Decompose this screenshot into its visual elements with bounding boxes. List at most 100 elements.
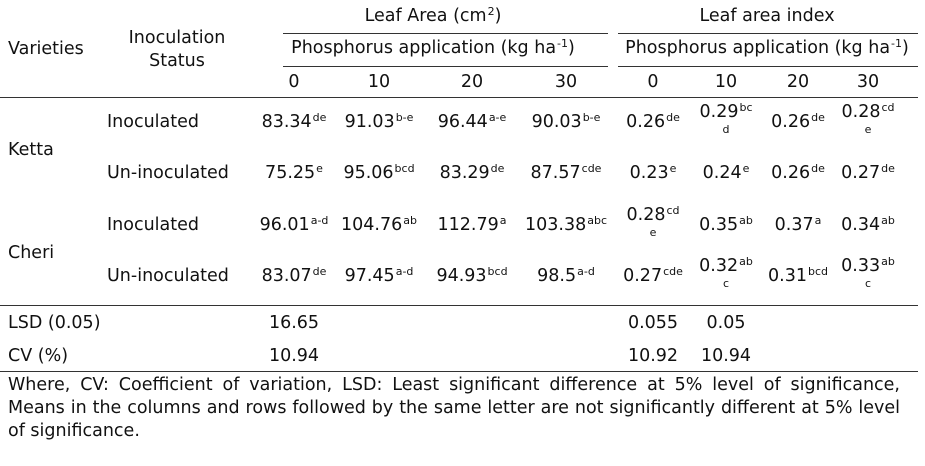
lai-cell: 0.27de bbox=[841, 162, 895, 183]
cell-significance-letters: bc bbox=[739, 101, 753, 114]
cell-value: 0.23 bbox=[629, 163, 669, 183]
rule-top-lai bbox=[618, 33, 918, 34]
leaf-area-cell: 83.34de bbox=[261, 112, 327, 132]
cell-value: 0.27 bbox=[623, 266, 663, 286]
cell-value: 0.31 bbox=[768, 266, 807, 286]
cell-value: 0.29 bbox=[699, 102, 739, 122]
lai-cell: 0.37a bbox=[774, 215, 822, 235]
rate-header-la-10: 10 bbox=[367, 72, 391, 92]
cell-value: 96.44 bbox=[437, 112, 488, 132]
cell-value: 91.03 bbox=[344, 112, 395, 132]
leaf-area-cell: 91.03b-e bbox=[344, 111, 414, 132]
cell-value: 83.34 bbox=[261, 112, 312, 132]
lai-cell: 0.29bc d bbox=[699, 101, 753, 136]
status-ketta-uninoculated: Un-inoculated bbox=[107, 163, 229, 183]
status-ketta-inoculated: Inoculated bbox=[107, 112, 199, 132]
rate-header-la-30: 30 bbox=[554, 72, 578, 92]
lai-cell: 0.33ab c bbox=[841, 256, 895, 290]
rate-header-la-0: 0 bbox=[288, 72, 300, 92]
variety-cheri: Cheri bbox=[8, 243, 55, 263]
rule-data-bottom bbox=[0, 305, 918, 306]
cell-significance-letters: a-d bbox=[395, 265, 414, 278]
phosphorus-sup: -1 bbox=[891, 37, 903, 50]
rule-phosphorus-leaf-area bbox=[283, 66, 608, 67]
lsd-lai-10: 0.05 bbox=[706, 313, 746, 333]
lai-cell: 0.35ab bbox=[699, 214, 753, 235]
cell-value: 0.24 bbox=[702, 163, 742, 183]
rate-header-lai-0: 0 bbox=[647, 72, 659, 92]
cell-value: 0.37 bbox=[774, 215, 814, 235]
cell-significance-letters: cde bbox=[663, 265, 683, 278]
leaf-area-cell: 96.01a-d bbox=[259, 215, 329, 235]
leaf-area-cell: 103.38abc bbox=[524, 215, 607, 235]
cell-significance-letters: ab bbox=[739, 214, 753, 227]
cell-significance-letters: de bbox=[666, 111, 680, 124]
cell-significance-letters: ab bbox=[739, 255, 753, 268]
cell-value: 0.32 bbox=[699, 256, 739, 276]
cell-significance-letters: cd bbox=[881, 101, 895, 114]
rate-header-lai-20: 20 bbox=[786, 72, 810, 92]
cell-significance-letters: bcd bbox=[487, 265, 508, 278]
cell-significance-letters: bcd bbox=[807, 265, 828, 278]
cell-value: 98.5 bbox=[537, 266, 577, 286]
rate-header-lai-30: 30 bbox=[856, 72, 880, 92]
cell-significance-letters: de bbox=[881, 162, 895, 175]
cell-value: 0.26 bbox=[771, 112, 811, 132]
variety-ketta: Ketta bbox=[8, 140, 54, 160]
cell-significance-letters-continued: e bbox=[864, 122, 872, 136]
leaf-area-cell: 87.57cde bbox=[530, 162, 602, 183]
cell-significance-letters: a bbox=[499, 214, 507, 227]
cell-value: 0.28 bbox=[626, 205, 666, 225]
lai-cell: 0.27cde bbox=[623, 265, 683, 286]
cell-value: 0.26 bbox=[771, 163, 811, 183]
rule-phosphorus-lai bbox=[618, 66, 918, 67]
leaf-area-cell: 95.06bcd bbox=[343, 163, 414, 183]
header-leaf-area-sup: 2 bbox=[487, 5, 495, 18]
cell-value: 87.57 bbox=[530, 163, 581, 183]
cell-value: 95.06 bbox=[343, 163, 394, 183]
lai-cell: 0.26de bbox=[771, 162, 825, 183]
cell-value: 103.38 bbox=[524, 215, 587, 235]
cell-value: 0.27 bbox=[841, 163, 881, 183]
lsd-leaf-area: 16.65 bbox=[268, 313, 320, 333]
cell-value: 90.03 bbox=[531, 112, 582, 132]
lsd-label: LSD (0.05) bbox=[8, 313, 101, 333]
cell-significance-letters: a-d bbox=[577, 265, 595, 278]
cell-significance-letters: cde bbox=[581, 162, 602, 175]
cell-significance-letters: b-e bbox=[395, 111, 414, 124]
leaf-area-cell: 97.45a-d bbox=[344, 265, 414, 286]
cell-value: 97.45 bbox=[344, 266, 395, 286]
lai-cell: 0.24e bbox=[702, 163, 750, 183]
rate-header-lai-10: 10 bbox=[714, 72, 738, 92]
cell-value: 0.28 bbox=[841, 102, 881, 122]
header-leaf-area: Leaf Area (cm2) bbox=[365, 5, 502, 26]
cell-value: 75.25 bbox=[265, 163, 316, 183]
cell-significance-letters: de bbox=[312, 265, 327, 278]
cell-value: 0.35 bbox=[699, 215, 739, 235]
header-inoculation-status: Inoculation Status bbox=[129, 28, 226, 71]
leaf-area-cell: 94.93bcd bbox=[436, 265, 508, 286]
cell-value: 0.34 bbox=[841, 215, 881, 235]
lai-cell: 0.28cd e bbox=[626, 204, 680, 238]
lai-cell: 0.26de bbox=[771, 112, 825, 132]
header-varieties: Varieties bbox=[8, 39, 84, 59]
cell-significance-letters: e bbox=[669, 162, 677, 175]
cell-significance-letters: de bbox=[811, 162, 825, 175]
cell-significance-letters: ab bbox=[403, 214, 417, 227]
cell-significance-letters: cd bbox=[666, 204, 680, 217]
header-phosphorus-lai: Phosphorus application (kg ha-1) bbox=[625, 37, 909, 58]
cell-significance-letters-continued: c bbox=[722, 276, 730, 290]
cell-significance-letters-continued: c bbox=[864, 276, 872, 290]
cell-significance-letters-continued: d bbox=[722, 122, 730, 136]
cell-value: 96.01 bbox=[259, 215, 310, 235]
phosphorus-close: ) bbox=[902, 38, 909, 58]
footnote: Where, CV: Coefficient of variation, LSD… bbox=[8, 375, 900, 442]
header-leaf-area-close: ) bbox=[494, 6, 502, 26]
cv-lai-10: 10.94 bbox=[700, 346, 752, 366]
rate-header-la-20: 20 bbox=[460, 72, 484, 92]
leaf-area-cell: 112.79a bbox=[437, 214, 507, 235]
leaf-area-cell: 75.25e bbox=[265, 163, 323, 183]
cell-value: 112.79 bbox=[437, 215, 499, 235]
cv-label: CV (%) bbox=[8, 346, 69, 366]
cell-significance-letters: b-e bbox=[582, 111, 601, 124]
